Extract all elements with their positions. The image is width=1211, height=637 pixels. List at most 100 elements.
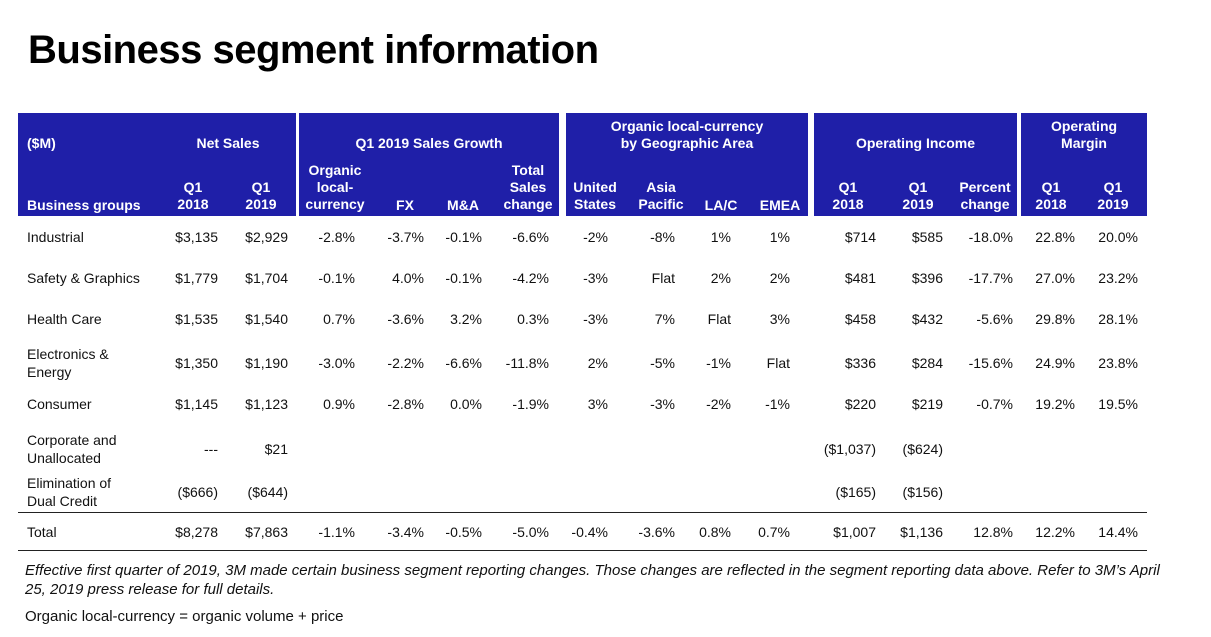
table-cell: -0.5% [445, 523, 482, 540]
table-cell: 14.4% [1098, 523, 1138, 540]
table-cell: 3.2% [450, 310, 482, 327]
net-sales-q1-2019-header: Q1 2019 [245, 179, 277, 212]
table-cell: $2,929 [245, 228, 288, 245]
row-label: Total [27, 524, 57, 540]
table-cell: 2% [710, 269, 731, 286]
table-cell: Flat [766, 354, 790, 371]
row-label: Elimination of Dual Credit [27, 475, 112, 509]
table-cell: 7% [654, 310, 675, 327]
table-row: Elimination of Dual Credit ($666) ($644) ($… [18, 471, 1147, 513]
table-cell: 22.8% [1035, 228, 1075, 245]
op-income-q1-2019-header: Q1 2019 [902, 179, 934, 212]
table-cell: $21 [264, 440, 288, 457]
op-margin-q1-2019-header: Q1 2019 [1097, 179, 1129, 212]
table-cell: -3% [583, 310, 608, 327]
table-cell: -1% [706, 354, 731, 371]
op-margin-q1-2018-header: Q1 2018 [1035, 179, 1067, 212]
geo-header: Organic local-currency by Geographic Are… [610, 118, 764, 151]
table-cell: -1.9% [512, 395, 549, 412]
table-cell: 0.8% [699, 523, 731, 540]
table-cell: -1% [765, 395, 790, 412]
table-cell: -2.2% [387, 354, 424, 371]
row-label: Industrial [27, 229, 84, 245]
table-cell: -5.6% [976, 310, 1013, 327]
table-row: Health Care $1,535 $1,540 0.7% -3.6% 3.2% 0.3%… [18, 300, 1147, 338]
table-cell: -15.6% [968, 354, 1013, 371]
row-label: Health Care [27, 311, 102, 327]
table-cell: ($165) [835, 483, 876, 500]
table-cell: 0.7% [323, 310, 355, 327]
row-label: Corporate and Unallocated [27, 432, 117, 466]
header-block-op-margin: Operating Margin Q1 2018 Q1 2019 [1021, 113, 1147, 216]
op-margin-header: Operating Margin [1050, 118, 1118, 151]
lac-header: LA/C [704, 197, 738, 213]
table-cell: -2% [583, 228, 608, 245]
table-cell: -6.6% [512, 228, 549, 245]
table-cell: -3% [650, 395, 675, 412]
table-cell: Flat [707, 310, 731, 327]
table-cell: 1% [710, 228, 731, 245]
table-cell: -5.0% [512, 523, 549, 540]
table-cell: -0.1% [445, 228, 482, 245]
table-cell: $432 [911, 310, 943, 327]
table-cell: -3% [583, 269, 608, 286]
table-cell: 19.5% [1098, 395, 1138, 412]
table-cell: -0.4% [571, 523, 608, 540]
table-cell: $7,863 [245, 523, 288, 540]
table-cell: 2% [587, 354, 608, 371]
business-groups-header: Business groups [27, 197, 141, 213]
row-label: Consumer [27, 396, 92, 412]
table-cell: -2.8% [318, 228, 355, 245]
table-cell: $481 [844, 269, 876, 286]
row-label: Electronics & Energy [27, 346, 109, 380]
table-cell: Flat [651, 269, 675, 286]
table-cell: -0.1% [445, 269, 482, 286]
table-cell: 27.0% [1035, 269, 1075, 286]
table-row: Consumer $1,145 $1,123 0.9% -2.8% 0.0% -1.9% 3%… [18, 385, 1147, 423]
total-sales-change-header: Total Sales change [503, 162, 553, 212]
table-row: Industrial $3,135 $2,929 -2.8% -3.7% -0.1% -6.… [18, 218, 1147, 256]
table-cell: $284 [911, 354, 943, 371]
table-cell: 0.9% [323, 395, 355, 412]
footnote: Effective first quarter of 2019, 3M made… [25, 562, 1160, 598]
table-cell: ($644) [247, 483, 288, 500]
table-cell: 24.9% [1035, 354, 1075, 371]
table-cell: -3.7% [387, 228, 424, 245]
table-cell: $458 [844, 310, 876, 327]
asia-pacific-header: Asia Pacific [638, 179, 684, 212]
header-block-geo: Organic local-currency by Geographic Are… [566, 113, 808, 216]
table-cell: -11.8% [505, 354, 549, 371]
table-cell: -6.6% [445, 354, 482, 371]
emea-header: EMEA [759, 197, 801, 213]
table-cell: $714 [844, 228, 876, 245]
table-cell: 19.2% [1035, 395, 1075, 412]
table-cell: -3.0% [318, 354, 355, 371]
table-cell: 23.8% [1098, 354, 1138, 371]
table-cell: $336 [844, 354, 876, 371]
table-cell: 0.7% [758, 523, 790, 540]
table-cell: 1% [769, 228, 790, 245]
ma-header: M&A [447, 197, 479, 213]
header-block-sales-growth: Q1 2019 Sales Growth Organic local- curr… [299, 113, 559, 216]
table-cell: -17.7% [968, 269, 1013, 286]
percent-change-header: Percent change [959, 179, 1011, 212]
table-cell: 20.0% [1098, 228, 1138, 245]
table-cell: $396 [911, 269, 943, 286]
table-cell: 12.2% [1035, 523, 1075, 540]
table-cell: $8,278 [175, 523, 218, 540]
table-cell: 3% [587, 395, 608, 412]
table-cell: -4.2% [512, 269, 549, 286]
table-cell: $1,007 [833, 523, 876, 540]
net-sales-header: Net Sales [196, 135, 260, 151]
table-cell: -2% [706, 395, 731, 412]
table-cell: $1,136 [900, 523, 943, 540]
table-cell: -5% [650, 354, 675, 371]
table-cell: -3.6% [638, 523, 675, 540]
unit-label: ($M) [27, 135, 56, 151]
table-cell: $1,535 [175, 310, 218, 327]
table-cell: $1,540 [245, 310, 288, 327]
table-cell: -0.7% [976, 395, 1013, 412]
table-cell: -3.6% [387, 310, 424, 327]
header-block-groups: ($M) Business groups Net Sales Q1 2018 Q… [18, 113, 296, 216]
table-cell: $3,135 [175, 228, 218, 245]
